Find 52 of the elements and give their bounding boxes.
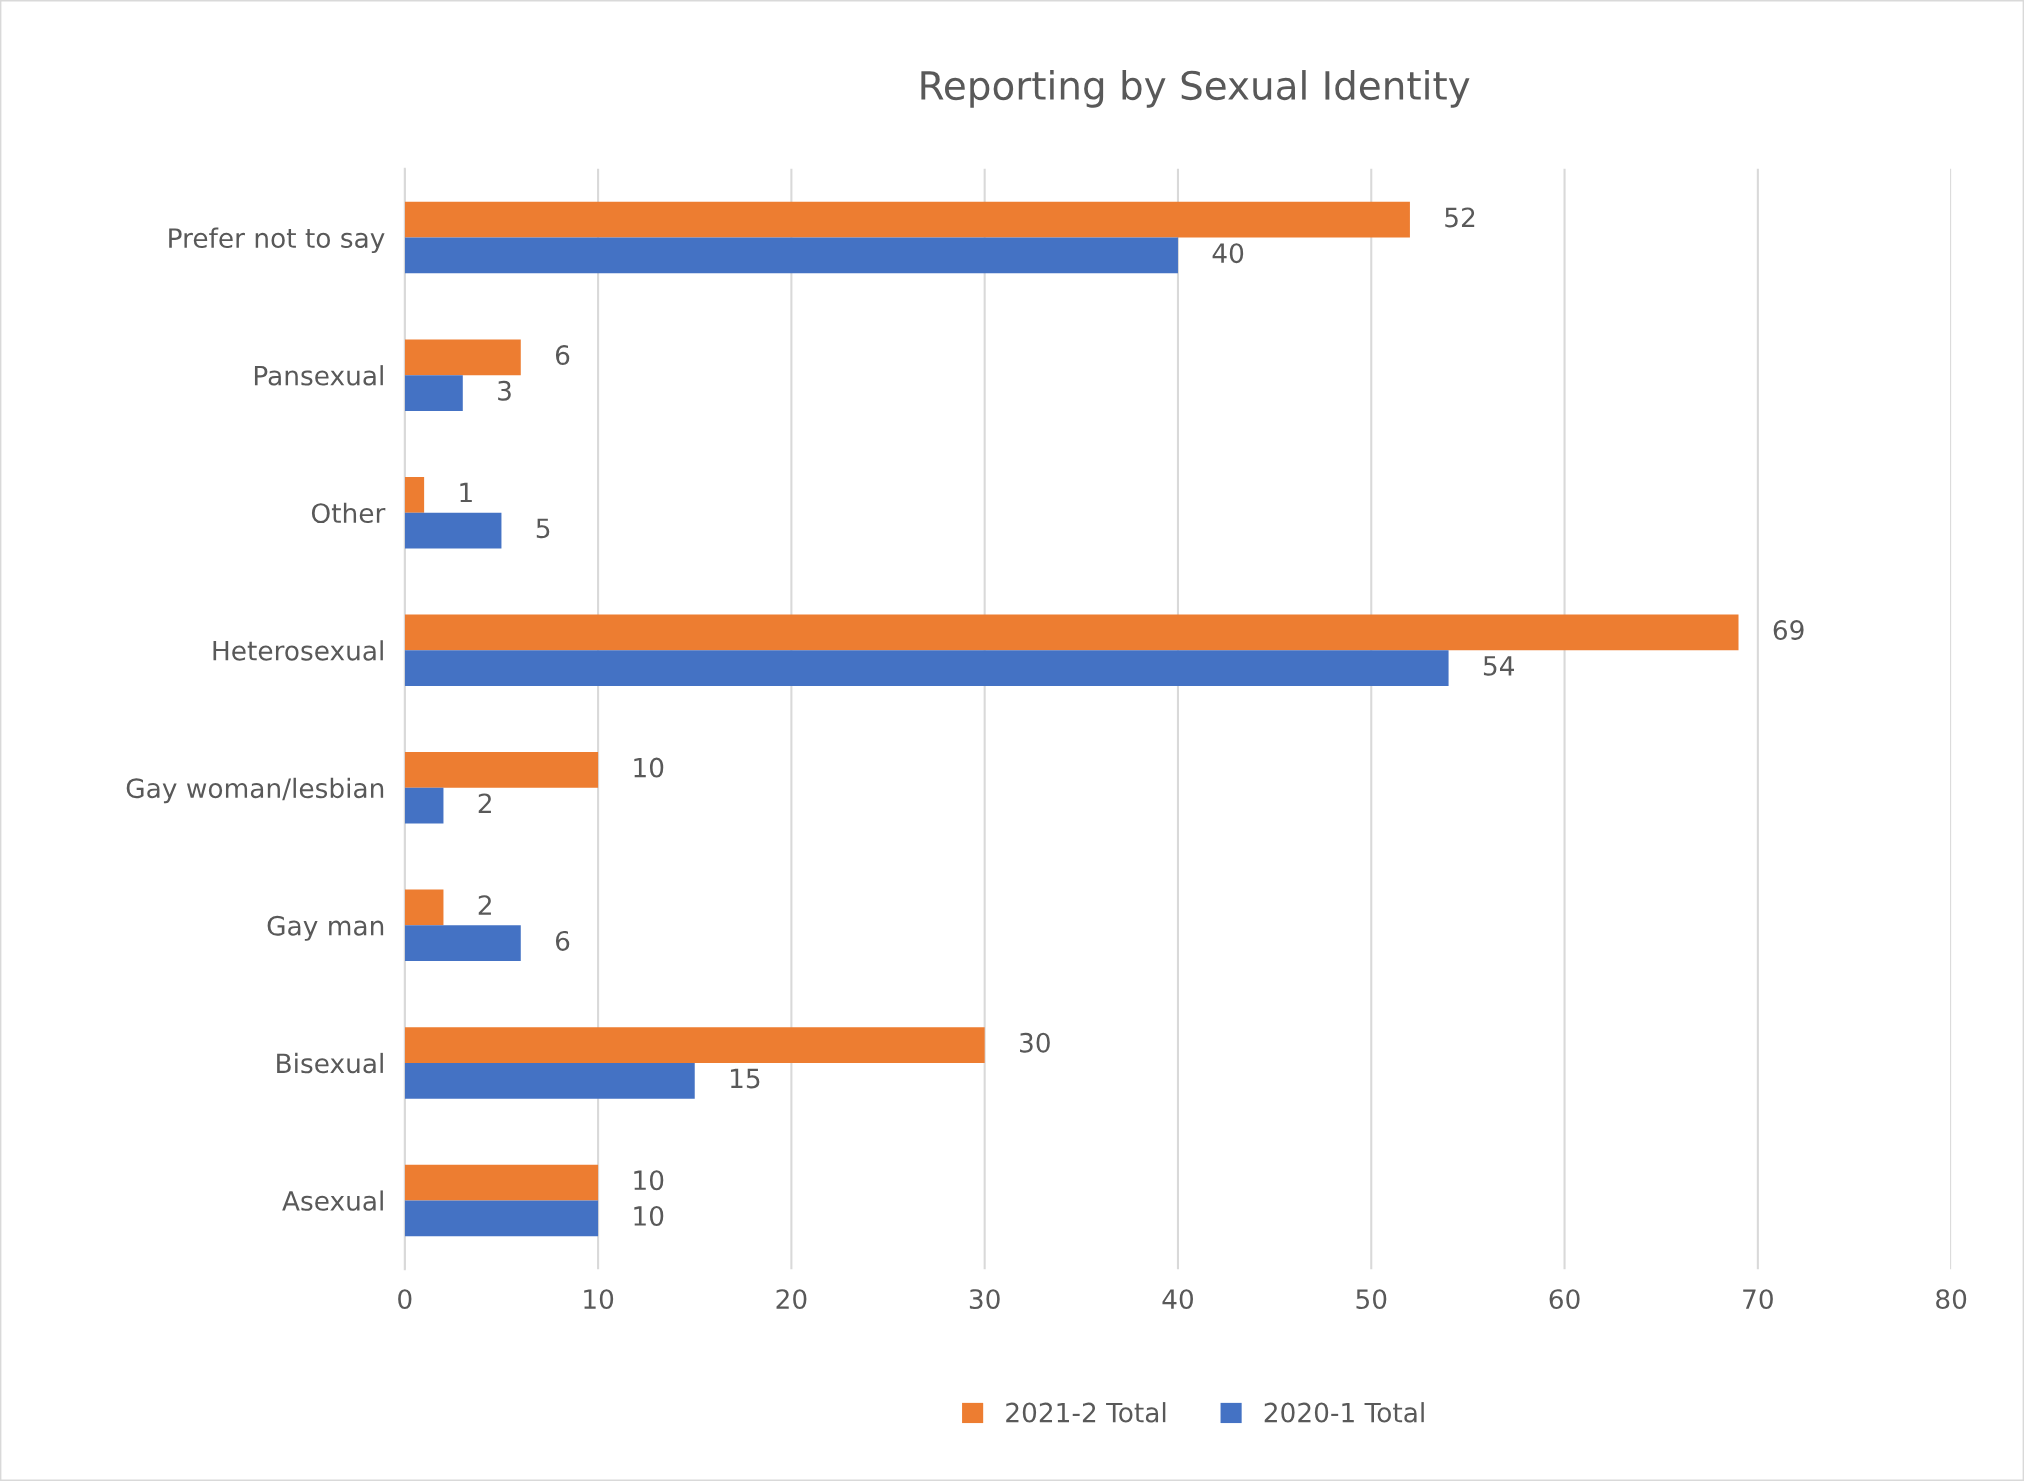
chart-title: Reporting by Sexual Identity	[921, 70, 1470, 108]
bar	[404, 925, 521, 962]
data-label: 2	[478, 895, 491, 915]
y-tick-label: Other	[311, 502, 386, 524]
bar	[404, 512, 502, 549]
x-tick-label: 30	[969, 1289, 1000, 1310]
y-tick-label: Heterosexual	[213, 640, 383, 661]
bar	[404, 375, 463, 411]
data-label: 15	[730, 1068, 760, 1089]
y-tick-label: Asexual	[282, 1190, 383, 1211]
data-label: 10	[634, 1170, 664, 1191]
bar	[404, 339, 521, 376]
data-label: 6	[555, 930, 570, 951]
bar	[404, 752, 599, 788]
data-label: 1	[460, 482, 472, 503]
x-tick-label: 70	[1743, 1289, 1773, 1310]
bar	[404, 650, 1449, 687]
data-label: 5	[536, 518, 550, 539]
bar	[404, 614, 1739, 651]
data-label: 10	[634, 1206, 664, 1226]
data-label: 6	[555, 344, 570, 365]
bar	[404, 1027, 985, 1063]
y-tick-label: Gay man	[267, 915, 384, 941]
data-label: 52	[1445, 207, 1475, 228]
data-label: 30	[1020, 1032, 1050, 1053]
data-label: 69	[1773, 620, 1804, 641]
bar	[404, 1164, 599, 1201]
bar	[404, 1200, 599, 1237]
bar	[404, 476, 425, 513]
x-tick-label: 50	[1356, 1289, 1387, 1310]
data-label: 10	[634, 757, 664, 778]
bar	[404, 1062, 695, 1099]
x-tick-label: 80	[1936, 1289, 1967, 1310]
bar	[404, 201, 1410, 238]
data-label: 2	[478, 793, 491, 813]
y-tick-label: Bisexual	[277, 1052, 383, 1074]
x-tick-label: 10	[584, 1289, 614, 1310]
x-tick-label: 20	[776, 1289, 807, 1310]
bar	[404, 237, 1178, 274]
x-tick-label: 60	[1549, 1289, 1580, 1310]
legend-label: 2021-2 Total	[1006, 1402, 1166, 1423]
x-tick-label: 40	[1162, 1289, 1194, 1310]
y-tick-label: Gay woman/lesbian	[126, 777, 384, 804]
data-label: 3	[498, 380, 511, 401]
y-tick-label: Prefer not to say	[169, 227, 385, 254]
legend-label: 2020-1 Total	[1264, 1402, 1424, 1423]
data-label: 40	[1212, 243, 1244, 264]
y-tick-label: Pansexual	[254, 365, 383, 386]
bar	[404, 889, 444, 926]
x-tick-label: 0	[398, 1289, 412, 1310]
data-label: 54	[1483, 656, 1515, 676]
bar	[404, 787, 444, 824]
